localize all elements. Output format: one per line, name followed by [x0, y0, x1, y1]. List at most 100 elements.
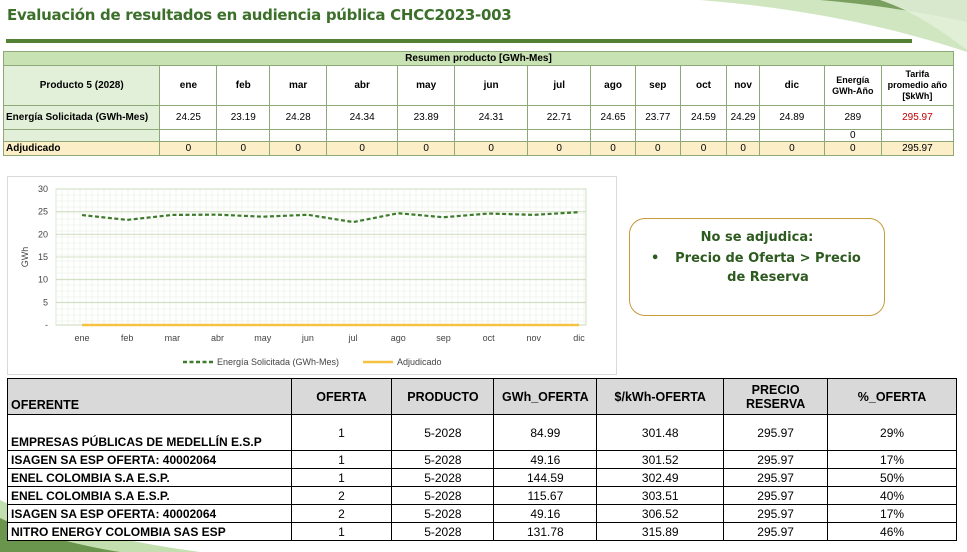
month-header: sep — [634, 65, 681, 106]
row-pct: 50% — [827, 468, 957, 487]
x-tick-label: ago — [391, 333, 406, 343]
row-oferta: 2 — [290, 486, 393, 505]
solicitada-tariff: 295.97 — [880, 105, 955, 130]
adjudicado-value: 0 — [454, 141, 529, 156]
month-header: abr — [326, 65, 399, 106]
y-axis-label: GWh — [20, 247, 30, 268]
tariff-header: Tarifa promedio año [$kWh] — [880, 65, 955, 106]
legend-label: Adjudicado — [397, 357, 442, 367]
summary-caption: Resumen producto [GWh-Mes] — [3, 51, 954, 66]
table-row: ENEL COLOMBIA S.A E.S.P. 2 5-2028 115.67 303… — [7, 486, 957, 505]
row-oferente: ISAGEN SA ESP OFERTA: 40002064 — [7, 450, 292, 469]
solicitada-value: 24.25 — [159, 105, 218, 130]
header-producto: PRODUCTO — [391, 378, 495, 415]
adjudicado-value: 0 — [269, 141, 328, 156]
row-oferta: 1 — [290, 468, 393, 487]
header-pct-oferta: %_OFERTA — [827, 378, 957, 415]
month-header: may — [397, 65, 456, 106]
x-tick-label: may — [254, 333, 272, 343]
header-oferente: OFERENTE — [7, 378, 292, 415]
solicitada-value: 24.31 — [454, 105, 529, 130]
row-oferta: 1 — [290, 450, 393, 469]
series-line — [81, 211, 580, 224]
offers-table: OFERENTE OFERTA PRODUCTO GWh_OFERTA $/kW… — [7, 378, 957, 541]
solicitada-value: 24.65 — [590, 105, 636, 130]
x-tick-label: jun — [301, 333, 314, 343]
table-row: EMPRESAS PÚBLICAS DE MEDELLÍN E.S.P 1 5-20… — [7, 414, 957, 451]
header-oferta: OFERTA — [290, 378, 393, 415]
summary-table: Resumen producto [GWh-Mes] Producto 5 (2… — [2, 51, 955, 156]
callout-item: • Precio de Oferta > Precio de Reserva — [651, 249, 870, 287]
solicitada-value: 22.71 — [527, 105, 592, 130]
row-pct: 40% — [827, 486, 957, 505]
solicitada-value: 23.19 — [216, 105, 271, 130]
table-row: NITRO ENERGY COLOMBIA SAS ESP 1 5-2028 131.… — [7, 522, 957, 541]
row-oferta: 2 — [290, 504, 393, 523]
y-tick-label: 10 — [38, 275, 48, 285]
top-decoration — [700, 0, 967, 52]
row-oferente: NITRO ENERGY COLOMBIA SAS ESP — [7, 522, 292, 541]
row-oferente: ISAGEN SA ESP OFERTA: 40002064 — [7, 504, 292, 523]
row-pct: 46% — [827, 522, 957, 541]
row-reserva: 295.97 — [723, 504, 829, 523]
row-gwh: 49.16 — [493, 504, 598, 523]
header-kwh-oferta: $/kWh-OFERTA — [596, 378, 725, 415]
solicitada-value: 24.89 — [758, 105, 825, 130]
month-header: nov — [726, 65, 760, 106]
chart-svg: 30 25 20 15 10 5 - GWh ene feb mar abr may jun jul ago s… — [20, 184, 587, 367]
row-oferta: 1 — [290, 522, 393, 541]
row-oferente: ENEL COLOMBIA S.A E.S.P. — [7, 468, 292, 487]
adjudicado-value: 0 — [326, 141, 399, 156]
y-tick-label: 5 — [43, 297, 48, 307]
adjudicado-value: 0 — [634, 141, 681, 156]
y-tick-label: - — [45, 320, 48, 330]
energy-chart: 30 25 20 15 10 5 - GWh ene feb mar abr may jun jul ago s… — [7, 176, 617, 375]
adjudicado-value: 0 — [590, 141, 636, 156]
month-header: ago — [590, 65, 636, 106]
y-tick-label: 25 — [38, 207, 48, 217]
y-tick-label: 20 — [38, 229, 48, 239]
x-tick-label: jul — [348, 333, 358, 343]
row-reserva: 295.97 — [723, 486, 829, 505]
table-row: ISAGEN SA ESP OFERTA: 40002064 2 5-2028 49.… — [7, 504, 957, 523]
row-kwh: 303.51 — [596, 486, 725, 505]
callout-title: No se adjudica: — [700, 230, 814, 245]
month-header: mar — [269, 65, 328, 106]
x-tick-label: mar — [165, 333, 181, 343]
x-tick-label: sep — [436, 333, 451, 343]
solicitada-value: 23.77 — [634, 105, 681, 130]
solicitada-value: 24.34 — [326, 105, 399, 130]
adjudicado-value: 0 — [159, 141, 218, 156]
x-tick-label: oct — [483, 333, 496, 343]
adjudicado-value: 0 — [679, 141, 728, 156]
adjudicado-value: 0 — [397, 141, 456, 156]
month-header: feb — [216, 65, 271, 106]
adjudicado-value: 0 — [527, 141, 592, 156]
header-precio-reserva: PRECIO RESERVA — [723, 378, 829, 415]
header-gwh-oferta: GWh_OFERTA — [493, 378, 598, 415]
month-header: ene — [159, 65, 218, 106]
table-row: ISAGEN SA ESP OFERTA: 40002064 1 5-2028 49.… — [7, 450, 957, 469]
row-reserva: 295.97 — [723, 522, 829, 541]
product-label: Producto 5 (2028) — [2, 65, 161, 106]
month-header: jul — [527, 65, 592, 106]
adjudicado-value: 0 — [726, 141, 760, 156]
row-producto: 5-2028 — [391, 450, 495, 469]
row-gwh: 144.59 — [493, 468, 598, 487]
blank-label — [2, 129, 161, 142]
row-gwh: 131.78 — [493, 522, 598, 541]
blank-year-total: 0 — [823, 129, 882, 142]
row-gwh: 49.16 — [493, 450, 598, 469]
row-kwh: 315.89 — [596, 522, 725, 541]
solicitada-value: 24.28 — [269, 105, 328, 130]
row-pct: 29% — [827, 414, 957, 451]
row-producto: 5-2028 — [391, 504, 495, 523]
solicitada-value: 24.29 — [726, 105, 760, 130]
row-pct: 17% — [827, 450, 957, 469]
solicitada-value: 24.59 — [679, 105, 728, 130]
row-oferente: EMPRESAS PÚBLICAS DE MEDELLÍN E.S.P — [7, 414, 292, 451]
month-header: oct — [679, 65, 728, 106]
row-pct: 17% — [827, 504, 957, 523]
y-tick-label: 15 — [38, 252, 48, 262]
row-kwh: 302.49 — [596, 468, 725, 487]
